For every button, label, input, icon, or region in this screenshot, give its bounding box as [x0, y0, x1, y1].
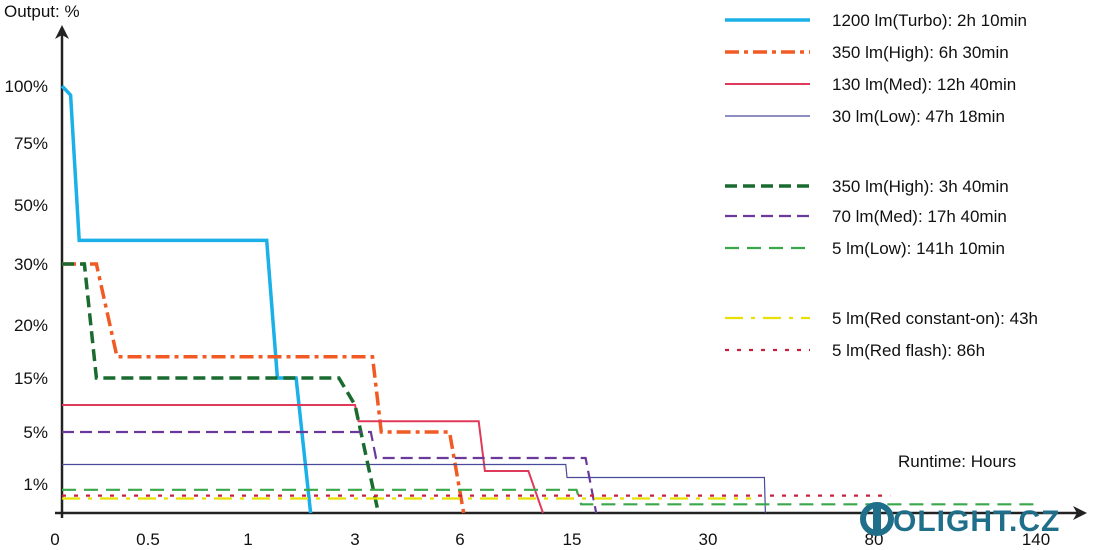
series-lines — [60, 84, 1038, 514]
legend-label: 5 lm(Red constant-on): 43h — [832, 309, 1038, 328]
x-axis-title: Runtime: Hours — [898, 452, 1016, 471]
y-tick-labels: 100% 75% 50% 30% 20% 15% 5% 1% — [5, 77, 48, 494]
legend-label: 350 lm(High): 6h 30min — [832, 43, 1009, 62]
legend-label: 5 lm(Low): 141h 10min — [832, 239, 1005, 258]
x-tick-label: 30 — [699, 530, 718, 549]
x-tick-label: 0.5 — [136, 530, 160, 549]
series-line — [62, 262, 381, 514]
y-tick-label: 5% — [23, 423, 48, 442]
y-tick-label: 1% — [23, 475, 48, 494]
x-tick-label: 0 — [50, 530, 59, 549]
x-tick-label: 6 — [455, 530, 464, 549]
series-line — [62, 430, 598, 514]
y-axis-title: Output: % — [4, 2, 80, 21]
legend-label: 70 lm(Med): 17h 40min — [832, 207, 1007, 226]
olight-logo: OLIGHT.CZ — [860, 502, 1060, 538]
y-tick-label: 20% — [14, 316, 48, 335]
series-line — [62, 404, 544, 514]
y-tick-label: 15% — [14, 369, 48, 388]
x-tick-label: 15 — [563, 530, 582, 549]
x-tick-label: 140 — [1022, 530, 1050, 549]
x-tick-label: 3 — [350, 530, 359, 549]
y-tick-label: 50% — [14, 196, 48, 215]
logo-text: OLIGHT.CZ — [893, 505, 1060, 538]
series-line — [62, 262, 466, 514]
legend-label: 30 lm(Low): 47h 18min — [832, 107, 1005, 126]
x-tick-label: 1 — [243, 530, 252, 549]
y-tick-label: 100% — [5, 77, 48, 96]
x-tick-labels: 0 0.5 1 3 6 15 30 80 140 — [50, 530, 1050, 549]
series-line — [62, 463, 766, 514]
legend-label: 1200 lm(Turbo): 2h 10min — [832, 11, 1027, 30]
y-tick-label: 75% — [14, 134, 48, 153]
legend-label: 350 lm(High): 3h 40min — [832, 177, 1009, 196]
legend-label: 5 lm(Red flash): 86h — [832, 341, 985, 360]
logo-bar-icon — [873, 504, 881, 534]
legend-label: 130 lm(Med): 12h 40min — [832, 75, 1016, 94]
series-line — [62, 488, 1038, 506]
legend: 1200 lm(Turbo): 2h 10min 350 lm(High): 6h… — [725, 11, 1038, 360]
y-tick-label: 30% — [14, 255, 48, 274]
series-line — [60, 84, 313, 514]
